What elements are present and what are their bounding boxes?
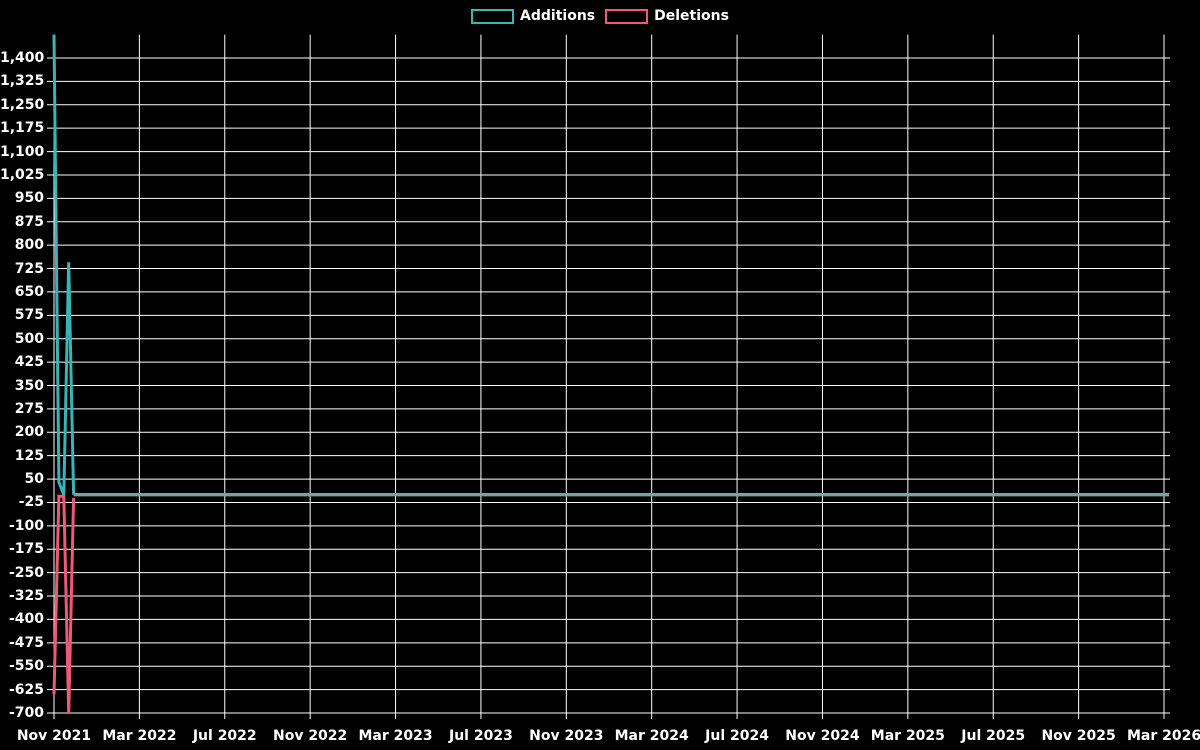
x-tick-label: Nov 2024 bbox=[785, 728, 860, 744]
y-tick-label: 1,400 bbox=[0, 50, 45, 66]
x-tick-label: Mar 2022 bbox=[102, 728, 177, 744]
deletions-line bbox=[52, 494, 76, 714]
y-tick-label: 950 bbox=[14, 190, 44, 207]
x-tick-label: Nov 2025 bbox=[1041, 728, 1116, 744]
y-tick-label: -175 bbox=[8, 541, 44, 558]
y-tick-label: -400 bbox=[8, 611, 44, 628]
y-tick-label: 425 bbox=[14, 354, 44, 371]
y-tick-label: 1,100 bbox=[0, 143, 45, 160]
y-tick-label: 275 bbox=[14, 400, 44, 417]
additions-swatch-icon bbox=[471, 9, 515, 24]
y-tick-label: -550 bbox=[8, 658, 44, 675]
x-tick-label: Jul 2024 bbox=[705, 728, 769, 744]
y-tick-label: 650 bbox=[14, 283, 44, 300]
additions-line bbox=[52, 34, 76, 496]
legend-item-deletions[interactable]: Deletions bbox=[605, 8, 729, 25]
x-tick-label: Jul 2025 bbox=[961, 728, 1026, 744]
x-tick-label: Mar 2026 bbox=[1126, 728, 1200, 744]
x-tick-label: Nov 2022 bbox=[272, 728, 348, 744]
y-tick-label: 1,250 bbox=[0, 96, 45, 113]
x-tick-label: Jul 2023 bbox=[449, 728, 513, 744]
deletions-legend-label: Deletions bbox=[654, 8, 729, 24]
chart-legend: Additions Deletions bbox=[0, 8, 1200, 25]
y-tick-label: 125 bbox=[14, 447, 44, 464]
x-tick-label: Jul 2022 bbox=[192, 728, 257, 744]
y-tick-label: -700 bbox=[8, 705, 44, 721]
y-tick-label: 1,175 bbox=[0, 120, 45, 137]
y-tick-label: 500 bbox=[14, 330, 44, 347]
deletions-swatch-icon bbox=[605, 9, 649, 24]
y-tick-label: -625 bbox=[8, 681, 44, 698]
additions-legend-label: Additions bbox=[520, 8, 596, 24]
y-tick-label: 1,325 bbox=[0, 73, 45, 90]
x-tick-label: Nov 2021 bbox=[16, 728, 92, 744]
y-tick-label: -250 bbox=[8, 564, 44, 581]
y-tick-label: 50 bbox=[24, 471, 44, 488]
y-tick-label: -25 bbox=[18, 494, 44, 511]
y-tick-label: 200 bbox=[14, 424, 44, 441]
y-tick-label: -475 bbox=[8, 634, 44, 651]
y-tick-label: 800 bbox=[14, 237, 44, 254]
y-tick-label: 575 bbox=[14, 307, 44, 324]
x-tick-label: Mar 2025 bbox=[870, 728, 945, 744]
x-tick-label: Mar 2023 bbox=[358, 728, 433, 744]
x-tick-label: Mar 2024 bbox=[614, 728, 689, 744]
x-tick-label: Nov 2023 bbox=[529, 728, 604, 744]
legend-item-additions[interactable]: Additions bbox=[471, 8, 595, 25]
y-tick-label: -100 bbox=[8, 517, 44, 534]
y-tick-label: 725 bbox=[14, 260, 44, 277]
y-tick-label: 350 bbox=[14, 377, 44, 394]
y-tick-label: 875 bbox=[14, 213, 44, 230]
y-tick-label: 1,025 bbox=[0, 166, 45, 183]
y-tick-label: -325 bbox=[8, 588, 44, 605]
